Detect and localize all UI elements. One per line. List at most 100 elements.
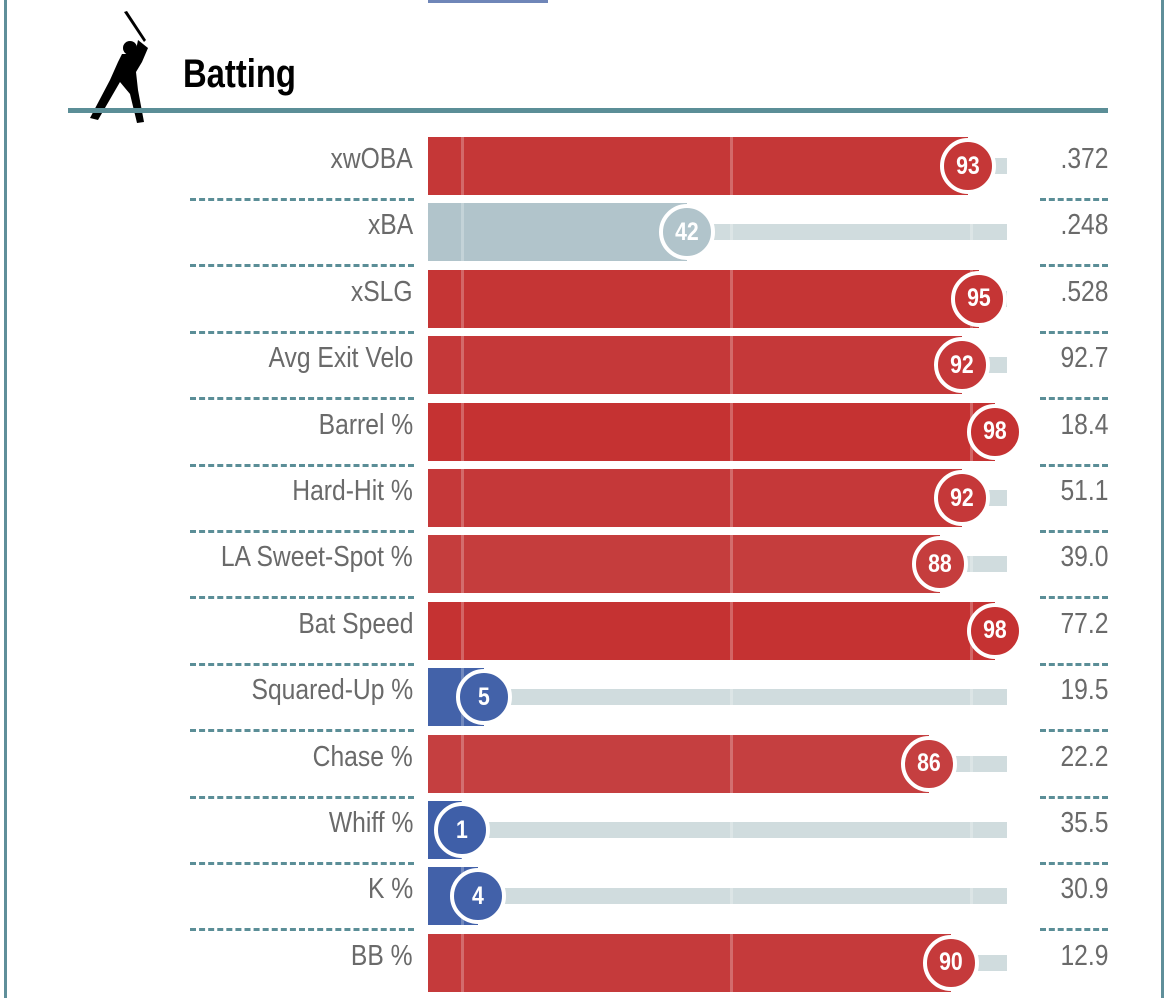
- tick-10: [461, 336, 464, 395]
- percentile-bar: [428, 933, 951, 992]
- tick-10: [461, 269, 464, 328]
- metric-value: 35.5: [1060, 807, 1108, 839]
- metric-value: 12.9: [1060, 939, 1108, 972]
- percentile-badge: 88: [912, 536, 968, 593]
- row-separator: [190, 928, 414, 932]
- tick-10: [461, 469, 464, 527]
- percentile-bar: [428, 601, 995, 660]
- percentile-badge: 86: [901, 735, 957, 792]
- tick-10: [461, 601, 464, 660]
- metric-value: .372: [1060, 143, 1108, 175]
- row-separator: [1040, 729, 1108, 733]
- percentile-badge: 98: [967, 602, 1023, 659]
- row-separator: [1040, 862, 1108, 865]
- metric-value: 22.2: [1060, 740, 1108, 773]
- percentile-track: [428, 822, 1007, 838]
- metric-row: Barrel % 98 18.4: [0, 399, 1170, 467]
- row-separator: [1040, 662, 1108, 666]
- section-title: Batting: [183, 52, 296, 96]
- metric-value: 77.2: [1060, 607, 1108, 640]
- percentile-value: 86: [917, 749, 941, 778]
- tick-10: [461, 402, 464, 461]
- metric-label: Whiff %: [328, 807, 413, 839]
- metric-row: LA Sweet-Spot % 88 39.0: [0, 531, 1170, 600]
- metric-label: xSLG: [351, 275, 413, 308]
- percentile-bar: [428, 734, 929, 793]
- row-separator: [190, 729, 414, 733]
- percentile-bar: [428, 469, 962, 527]
- tick-90: [970, 535, 973, 594]
- tick-90: [970, 203, 973, 262]
- tick-50: [730, 137, 733, 195]
- percentile-bar: [428, 336, 962, 395]
- tick-50: [730, 402, 733, 461]
- row-separator: [1040, 596, 1108, 600]
- percentile-value: 95: [966, 284, 991, 313]
- tick-50: [730, 203, 733, 262]
- percentile-value: 5: [477, 682, 490, 711]
- metric-value: 18.4: [1060, 408, 1108, 441]
- tick-10: [461, 137, 464, 195]
- row-separator: [1040, 198, 1108, 201]
- percentile-badge: 98: [967, 403, 1023, 460]
- previous-section-bar: [428, 0, 548, 3]
- metric-row: Avg Exit Velo 92 92.7: [0, 332, 1170, 401]
- metric-row: Squared-Up % 5 19.5: [0, 664, 1170, 733]
- tick-50: [730, 336, 733, 395]
- tick-50: [730, 601, 733, 660]
- percentile-bar: [428, 402, 995, 461]
- header-divider: [68, 108, 1108, 113]
- percentile-bar: [428, 137, 968, 195]
- percentile-badge: 4: [450, 868, 506, 925]
- batter-silhouette-icon: [90, 11, 148, 123]
- row-separator: [190, 862, 414, 865]
- percentile-value: 4: [472, 881, 484, 910]
- metric-value: .248: [1060, 209, 1108, 242]
- percentile-badge: 92: [934, 470, 990, 526]
- metric-row: BB % 90 12.9: [0, 930, 1170, 996]
- metric-row: Chase % 86 22.2: [0, 731, 1170, 799]
- tick-10: [461, 933, 464, 992]
- percentile-badge: 90: [923, 934, 979, 991]
- tick-50: [730, 668, 733, 727]
- panel-left-border: [4, 0, 7, 998]
- tick-50: [730, 801, 733, 859]
- percentile-value: 42: [675, 217, 699, 246]
- percentile-badge: 95: [950, 270, 1007, 327]
- tick-10: [461, 535, 464, 594]
- metric-label: Hard-Hit %: [292, 475, 413, 507]
- percentile-value: 88: [928, 549, 952, 578]
- tick-90: [970, 668, 973, 727]
- row-separator: [1040, 530, 1108, 533]
- metric-label: Bat Speed: [297, 607, 413, 640]
- metric-label: LA Sweet-Spot %: [221, 541, 413, 574]
- metric-row: xwOBA 93 .372: [0, 133, 1170, 201]
- percentile-badge: 93: [939, 138, 996, 194]
- metric-value: 39.0: [1060, 541, 1108, 574]
- percentile-value: 93: [955, 151, 980, 180]
- tick-90: [970, 801, 973, 859]
- percentile-badge: 5: [455, 669, 512, 726]
- tick-50: [730, 469, 733, 527]
- metric-value: 30.9: [1060, 873, 1108, 906]
- row-separator: [190, 795, 414, 799]
- row-separator: [190, 530, 414, 533]
- metric-value: 51.1: [1060, 475, 1108, 507]
- metric-row: Hard-Hit % 92 51.1: [0, 465, 1170, 533]
- metric-label: K %: [367, 873, 413, 906]
- tick-90: [970, 734, 973, 793]
- percentile-value: 98: [983, 616, 1007, 645]
- metric-label: Avg Exit Velo: [268, 342, 413, 375]
- row-separator: [1040, 264, 1108, 268]
- metric-row: K % 4 30.9: [0, 863, 1170, 932]
- row-separator: [1040, 397, 1108, 401]
- row-separator: [190, 330, 414, 334]
- metric-label: xBA: [367, 209, 413, 242]
- tick-10: [461, 203, 464, 262]
- metric-value: 92.7: [1060, 342, 1108, 375]
- metric-label: Squared-Up %: [251, 674, 413, 707]
- percentile-value: 98: [983, 417, 1007, 446]
- row-separator: [1040, 928, 1108, 932]
- percentile-value: 1: [455, 815, 468, 844]
- metric-value: .528: [1060, 275, 1108, 308]
